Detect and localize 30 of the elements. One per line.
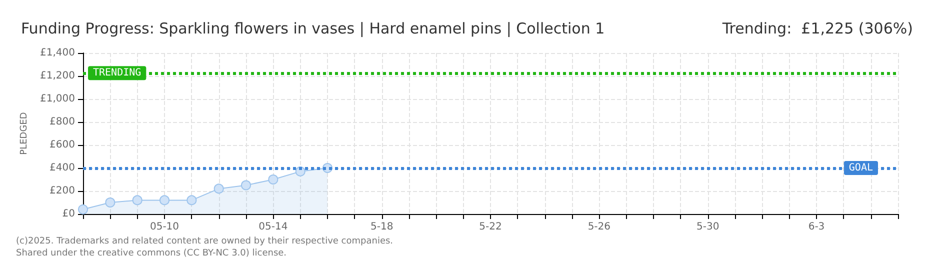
y-axis-title: PLEDGED bbox=[20, 112, 30, 155]
y-tick-label: £400 bbox=[50, 162, 75, 174]
y-tick-label: £600 bbox=[50, 140, 75, 150]
x-tick-label: 05-10 bbox=[150, 222, 180, 232]
chart-subtitle: Trending: £1,225 (306%) bbox=[721, 20, 914, 38]
point bbox=[78, 204, 88, 214]
y-tick-label: £1,000 bbox=[40, 94, 75, 104]
y-tick-label: £800 bbox=[50, 116, 75, 128]
point bbox=[214, 184, 224, 194]
y-tick-label: £0 bbox=[62, 208, 75, 220]
point bbox=[105, 198, 116, 208]
y-tick-label: £1,200 bbox=[40, 70, 75, 82]
point bbox=[241, 180, 251, 190]
chart-title: Funding Progress: Sparkling flowers in vases | Hard enamel pins | Collection 1 bbox=[21, 20, 605, 38]
y-tick-label: £1,400 bbox=[40, 48, 75, 58]
x-tick-label: 5-18 bbox=[370, 222, 394, 232]
x-tick-label: 5-30 bbox=[696, 222, 720, 232]
point bbox=[132, 195, 142, 206]
y-tick-label: £200 bbox=[50, 186, 75, 196]
point bbox=[186, 195, 197, 206]
point bbox=[268, 174, 278, 184]
ref-line-label: GOAL bbox=[848, 162, 873, 174]
point bbox=[160, 195, 170, 206]
text: (c)2025. Trademarks and related content are owned by their respective companies. bbox=[16, 236, 394, 246]
x-tick-label: 5-22 bbox=[479, 222, 502, 232]
x-tick-label: 6-3 bbox=[808, 222, 825, 232]
text: Shared under the creative commons (CC BY-NC 3.0) license. bbox=[16, 248, 287, 258]
x-tick-label: 05-14 bbox=[258, 222, 288, 232]
ref-line-label: TRENDING bbox=[93, 68, 142, 79]
x-tick-label: 5-26 bbox=[588, 222, 611, 232]
